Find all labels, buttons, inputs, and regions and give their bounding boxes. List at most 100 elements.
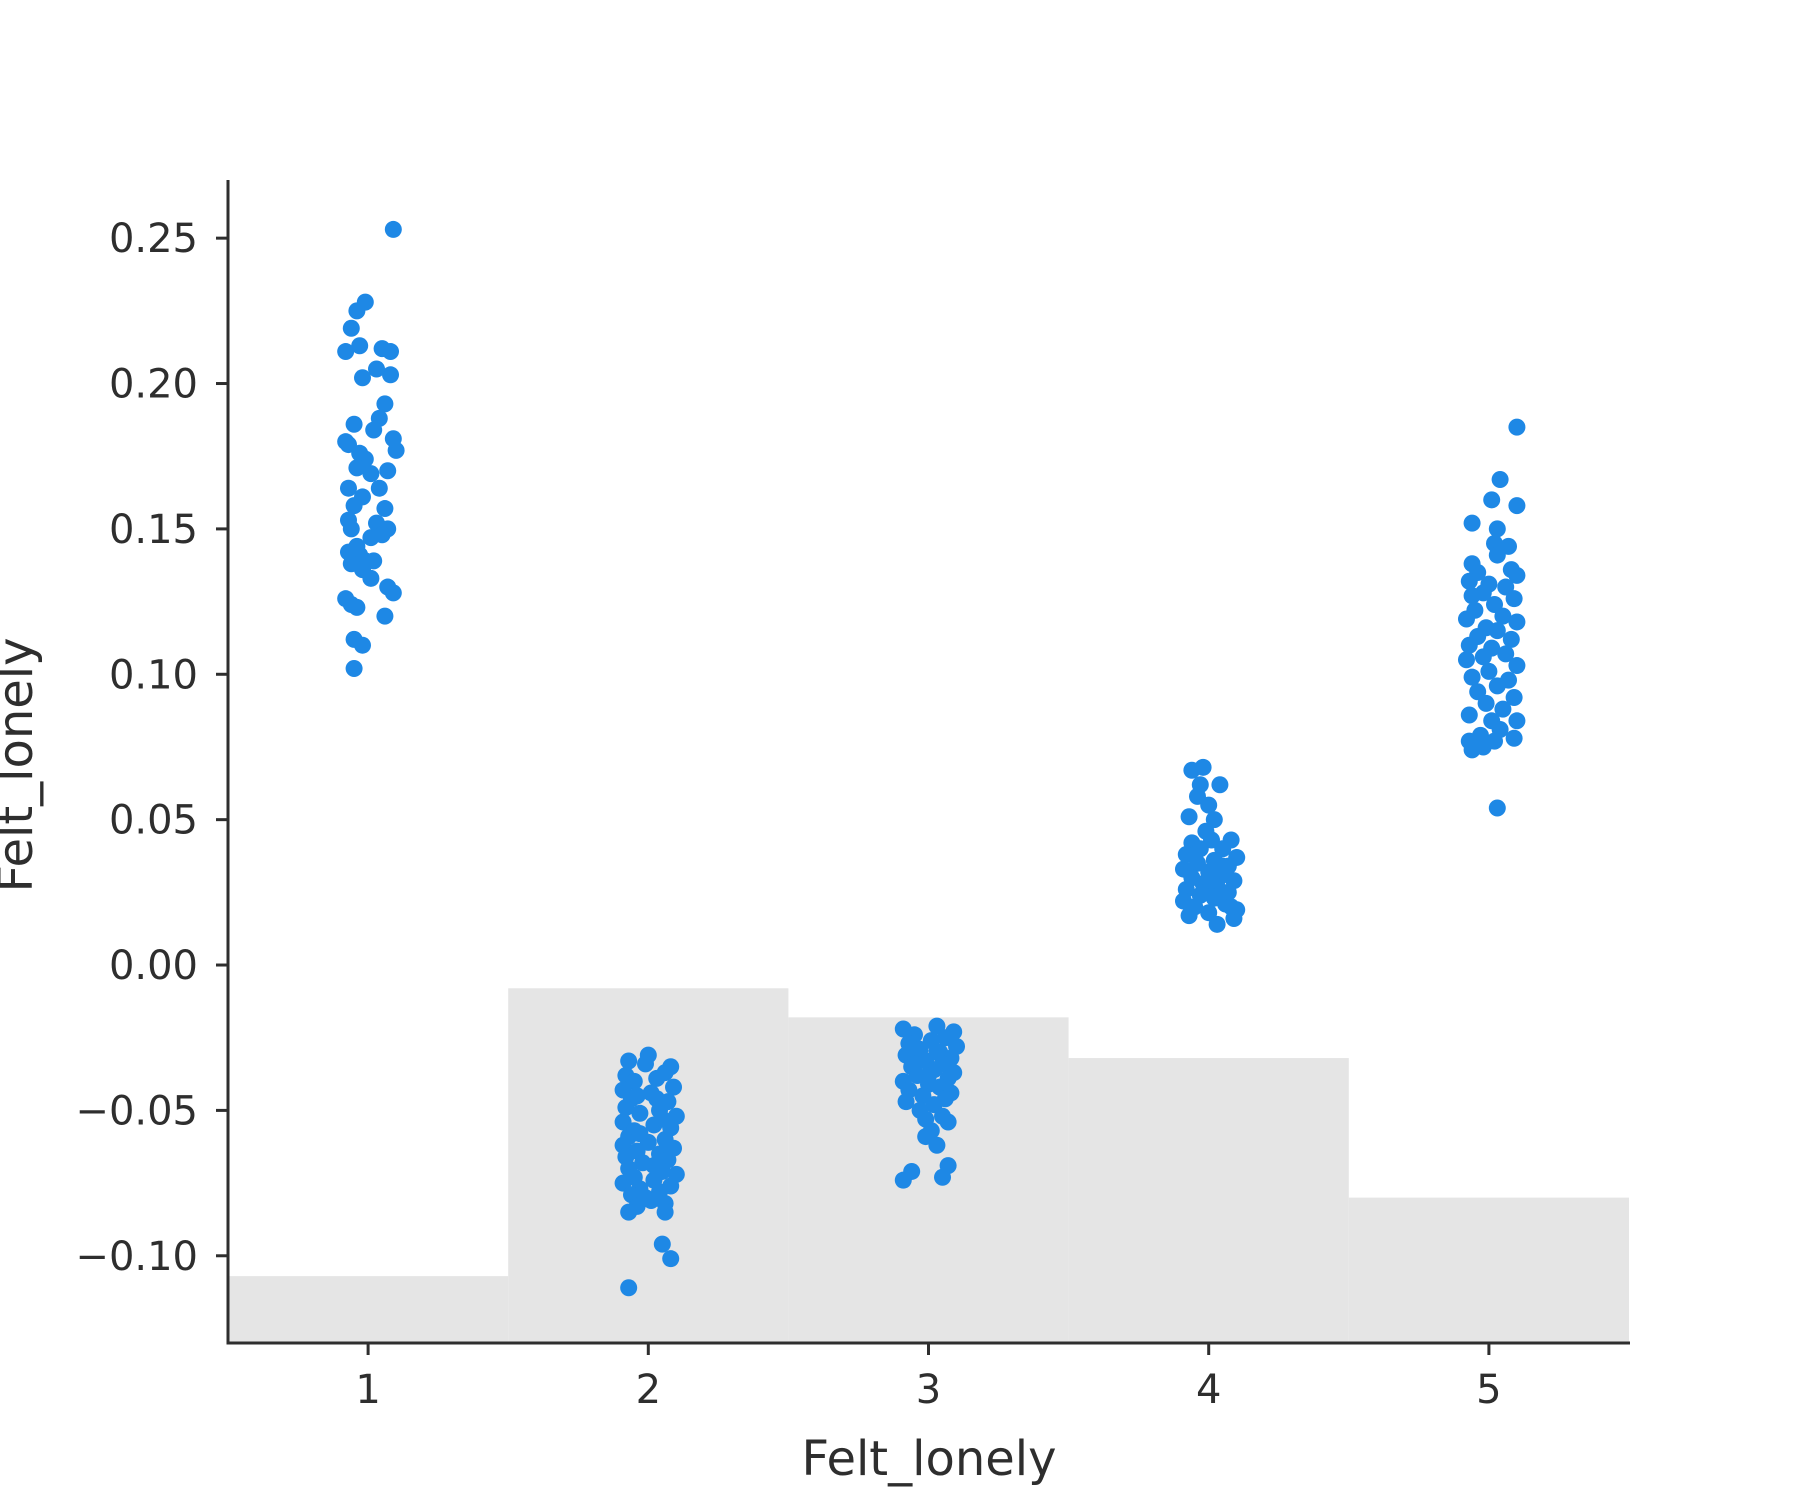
y-tick-label: 0.15 <box>109 507 198 553</box>
point-category-4 <box>1208 915 1226 933</box>
point-category-4 <box>1180 907 1198 925</box>
point-category-1 <box>353 636 371 654</box>
point-category-2 <box>645 1157 663 1175</box>
point-category-1 <box>337 343 355 361</box>
point-category-1 <box>339 479 357 497</box>
point-category-2 <box>656 1203 674 1221</box>
point-category-1 <box>376 395 394 413</box>
point-category-4 <box>1180 808 1198 826</box>
point-category-2 <box>648 1069 666 1087</box>
point-category-4 <box>1194 758 1212 776</box>
point-category-2 <box>653 1235 671 1253</box>
point-category-1 <box>368 360 386 378</box>
point-category-5 <box>1505 590 1523 608</box>
point-category-5 <box>1494 607 1512 625</box>
point-category-2 <box>617 1098 635 1116</box>
point-category-2 <box>628 1087 646 1105</box>
point-category-5 <box>1488 622 1506 640</box>
point-category-1 <box>342 520 360 538</box>
point-category-1 <box>356 293 374 311</box>
point-category-5 <box>1488 677 1506 695</box>
x-tick-label: 1 <box>355 1367 380 1413</box>
point-category-5 <box>1508 566 1526 584</box>
point-category-5 <box>1480 662 1498 680</box>
scatter-points <box>337 220 1526 1297</box>
y-tick-label: 0.05 <box>109 798 198 844</box>
y-tick-label: 0.10 <box>109 652 198 698</box>
x-axis-label: Felt_lonely <box>801 1431 1056 1487</box>
x-tick-label: 3 <box>916 1367 941 1413</box>
y-ticks: 0.25 0.20 0.15 0.10 0.05 0.00 −0.05 −0.10 <box>75 216 228 1280</box>
point-category-5 <box>1474 648 1492 666</box>
point-category-4 <box>1214 857 1232 875</box>
point-category-3 <box>897 1093 915 1111</box>
point-category-1 <box>342 319 360 337</box>
point-category-2 <box>636 1189 654 1207</box>
point-category-1 <box>351 337 369 355</box>
point-category-1 <box>348 537 366 555</box>
point-category-1 <box>345 497 363 515</box>
x-ticks: 1 2 3 4 5 <box>355 1343 1502 1413</box>
x-tick-label: 2 <box>636 1367 661 1413</box>
point-category-1 <box>379 462 397 480</box>
point-category-1 <box>384 584 402 602</box>
point-category-5 <box>1488 520 1506 538</box>
point-category-1 <box>387 441 405 459</box>
point-category-5 <box>1463 514 1481 532</box>
point-category-2 <box>631 1104 649 1122</box>
point-category-2 <box>620 1279 638 1297</box>
point-category-5 <box>1463 668 1481 686</box>
point-category-1 <box>345 659 363 677</box>
histogram-bar-1 <box>228 1276 509 1343</box>
point-category-5 <box>1488 546 1506 564</box>
point-category-1 <box>376 500 394 518</box>
y-axis-label: Felt_lonely <box>0 637 44 892</box>
y-tick-label: −0.10 <box>75 1234 198 1280</box>
point-category-4 <box>1203 872 1221 890</box>
point-category-1 <box>345 415 363 433</box>
point-category-5 <box>1491 470 1509 488</box>
point-category-1 <box>382 343 400 361</box>
y-tick-label: 0.25 <box>109 216 198 262</box>
y-tick-label: 0.00 <box>109 943 198 989</box>
y-tick-label: −0.05 <box>75 1088 198 1134</box>
histogram-bar-4 <box>1068 1058 1349 1343</box>
point-category-3 <box>920 1067 937 1085</box>
point-category-5 <box>1483 491 1501 509</box>
point-category-2 <box>665 1078 683 1096</box>
point-category-5 <box>1457 651 1475 669</box>
point-category-1 <box>337 433 355 451</box>
point-category-2 <box>662 1250 680 1268</box>
point-category-2 <box>620 1203 638 1221</box>
point-category-5 <box>1502 630 1520 648</box>
point-category-1 <box>362 465 380 483</box>
point-category-2 <box>631 1125 649 1143</box>
histogram-bar-5 <box>1348 1197 1629 1343</box>
point-category-1 <box>382 366 400 384</box>
x-tick-label: 4 <box>1196 1367 1221 1413</box>
point-category-4 <box>1186 846 1204 864</box>
point-category-3 <box>928 1136 946 1154</box>
point-category-5 <box>1497 645 1515 663</box>
point-category-5 <box>1477 694 1495 712</box>
point-category-1 <box>376 607 394 625</box>
point-category-1 <box>353 369 371 387</box>
point-category-3 <box>928 1043 946 1061</box>
point-category-5 <box>1505 729 1523 747</box>
point-category-2 <box>648 1090 666 1108</box>
point-category-5 <box>1508 613 1526 631</box>
x-tick-label: 5 <box>1476 1367 1501 1413</box>
point-category-4 <box>1211 776 1229 794</box>
point-category-1 <box>370 479 388 497</box>
point-category-1 <box>384 220 402 238</box>
point-category-5 <box>1488 799 1506 817</box>
point-category-1 <box>373 526 391 544</box>
point-category-2 <box>636 1055 654 1073</box>
point-category-5 <box>1508 418 1526 436</box>
point-category-5 <box>1460 706 1478 724</box>
point-category-5 <box>1508 497 1526 515</box>
point-category-5 <box>1463 587 1481 605</box>
point-category-3 <box>905 1055 923 1073</box>
point-category-5 <box>1474 738 1492 756</box>
